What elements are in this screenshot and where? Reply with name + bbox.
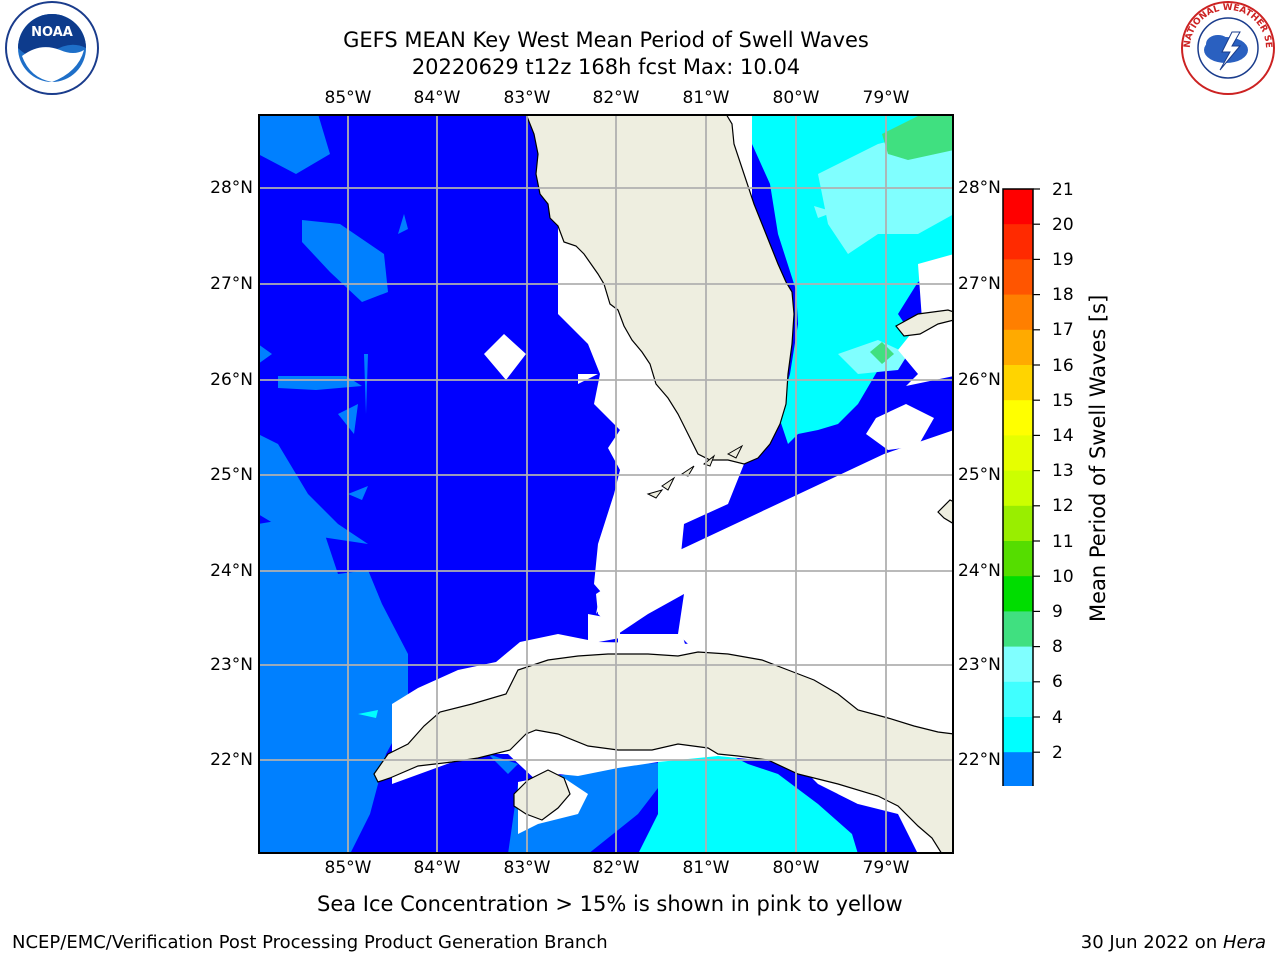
lat-label-left: 27°N bbox=[210, 274, 253, 294]
lon-label-top: 84°W bbox=[413, 88, 461, 108]
lat-label-right: 25°N bbox=[958, 465, 1001, 485]
lon-label-bottom: 84°W bbox=[413, 858, 461, 878]
colorbar-label: Mean Period of Swell Waves [s] bbox=[1086, 294, 1110, 622]
colorbar-segment bbox=[1003, 400, 1033, 436]
lat-label-left: 25°N bbox=[210, 465, 253, 485]
florida-keys bbox=[646, 444, 744, 499]
lon-label-bottom: 79°W bbox=[862, 858, 910, 878]
lon-label-top: 85°W bbox=[324, 88, 372, 108]
colorbar-segment bbox=[1003, 505, 1033, 542]
footer-credit: NCEP/EMC/Verification Post Processing Pr… bbox=[12, 932, 608, 953]
colorbar-tick: 11 bbox=[1052, 532, 1074, 552]
lat-label-left: 28°N bbox=[210, 178, 253, 198]
noaa-logo-text: NOAA bbox=[31, 25, 73, 40]
lat-label-right: 28°N bbox=[958, 178, 1001, 198]
colorbar-segment bbox=[1003, 576, 1033, 612]
colorbar-tick: 13 bbox=[1052, 461, 1074, 481]
lon-label-top: 82°W bbox=[592, 88, 640, 108]
colorbar-segment bbox=[1003, 329, 1033, 366]
lat-label-right: 23°N bbox=[958, 655, 1001, 675]
nws-logo: NATIONAL WEATHER SERVICE bbox=[1176, 0, 1275, 95]
colorbar-segment bbox=[1003, 611, 1033, 648]
cuba-land bbox=[373, 651, 954, 854]
lon-label-top: 83°W bbox=[503, 88, 551, 108]
lat-label-right: 24°N bbox=[958, 561, 1001, 581]
colorbar-tick: 12 bbox=[1052, 496, 1074, 516]
lat-label-right: 27°N bbox=[958, 274, 1001, 294]
colorbar-tick: 19 bbox=[1052, 250, 1074, 270]
lon-label-top: 80°W bbox=[772, 88, 820, 108]
lat-label-left: 24°N bbox=[210, 561, 253, 581]
colorbar-tick: 18 bbox=[1052, 285, 1074, 305]
colorbar-segment bbox=[1003, 681, 1033, 718]
lon-label-bottom: 83°W bbox=[503, 858, 551, 878]
colorbar-segment bbox=[1003, 435, 1033, 472]
colorbar-tick: 17 bbox=[1052, 320, 1074, 340]
lon-label-top: 81°W bbox=[682, 88, 730, 108]
colorbar-tick: 16 bbox=[1052, 356, 1074, 376]
colorbar-tick: 8 bbox=[1052, 637, 1063, 657]
colorbar-segment bbox=[1003, 365, 1033, 401]
lat-label-right: 26°N bbox=[958, 370, 1001, 390]
map-panel bbox=[258, 114, 954, 854]
lat-label-left: 22°N bbox=[210, 750, 253, 770]
colorbar-tick: 6 bbox=[1052, 672, 1063, 692]
footer-machine: Hera bbox=[1222, 932, 1266, 953]
lon-label-bottom: 85°W bbox=[324, 858, 372, 878]
lon-label-bottom: 80°W bbox=[772, 858, 820, 878]
lat-label-right: 22°N bbox=[958, 750, 1001, 770]
lon-label-top: 79°W bbox=[862, 88, 910, 108]
colorbar-tick: 15 bbox=[1052, 391, 1074, 411]
colorbar bbox=[1002, 188, 1040, 786]
colorbar-tick: 2 bbox=[1052, 743, 1063, 763]
colorbar-tick: 9 bbox=[1052, 602, 1063, 622]
swell-9-10-regions bbox=[870, 114, 954, 364]
footer-date: 30 Jun 2022 on Hera bbox=[1081, 932, 1266, 954]
colorbar-tick: 4 bbox=[1052, 708, 1063, 728]
colorbar-segment bbox=[1003, 294, 1033, 331]
colorbar-segment bbox=[1003, 717, 1033, 753]
colorbar-segment bbox=[1003, 752, 1033, 786]
chart-subtitle: 20220629 t12z 168h fcst Max: 10.04 bbox=[411, 55, 801, 79]
chart-title: GEFS MEAN Key West Mean Period of Swell … bbox=[343, 28, 869, 52]
florida-land bbox=[525, 114, 795, 465]
isla-de-la-juventud-land bbox=[513, 769, 571, 821]
colorbar-tick: 20 bbox=[1052, 215, 1074, 235]
colorbar-tick: 10 bbox=[1052, 567, 1074, 587]
bahamas-land bbox=[895, 309, 954, 337]
colorbar-segment bbox=[1003, 470, 1033, 507]
colorbar-segment bbox=[1003, 259, 1033, 296]
colorbar-segment bbox=[1003, 541, 1033, 577]
colorbar-frame bbox=[1002, 188, 1034, 786]
graticule bbox=[258, 114, 954, 854]
lon-label-bottom: 81°W bbox=[682, 858, 730, 878]
map-frame bbox=[258, 114, 954, 854]
colorbar-segment bbox=[1003, 646, 1033, 683]
colorbar-tick: 21 bbox=[1052, 180, 1074, 200]
colorbar-segment bbox=[1003, 189, 1033, 225]
sea-ice-note: Sea Ice Concentration > 15% is shown in … bbox=[317, 892, 903, 916]
colorbar-segment bbox=[1003, 224, 1033, 260]
colorbar-tick: 14 bbox=[1052, 426, 1074, 446]
andros-land bbox=[937, 499, 954, 525]
lat-label-left: 23°N bbox=[210, 655, 253, 675]
footer-date-text: 30 Jun 2022 on bbox=[1080, 932, 1223, 953]
lon-label-bottom: 82°W bbox=[592, 858, 640, 878]
noaa-logo: NOAA bbox=[5, 1, 99, 95]
lat-label-left: 26°N bbox=[210, 370, 253, 390]
